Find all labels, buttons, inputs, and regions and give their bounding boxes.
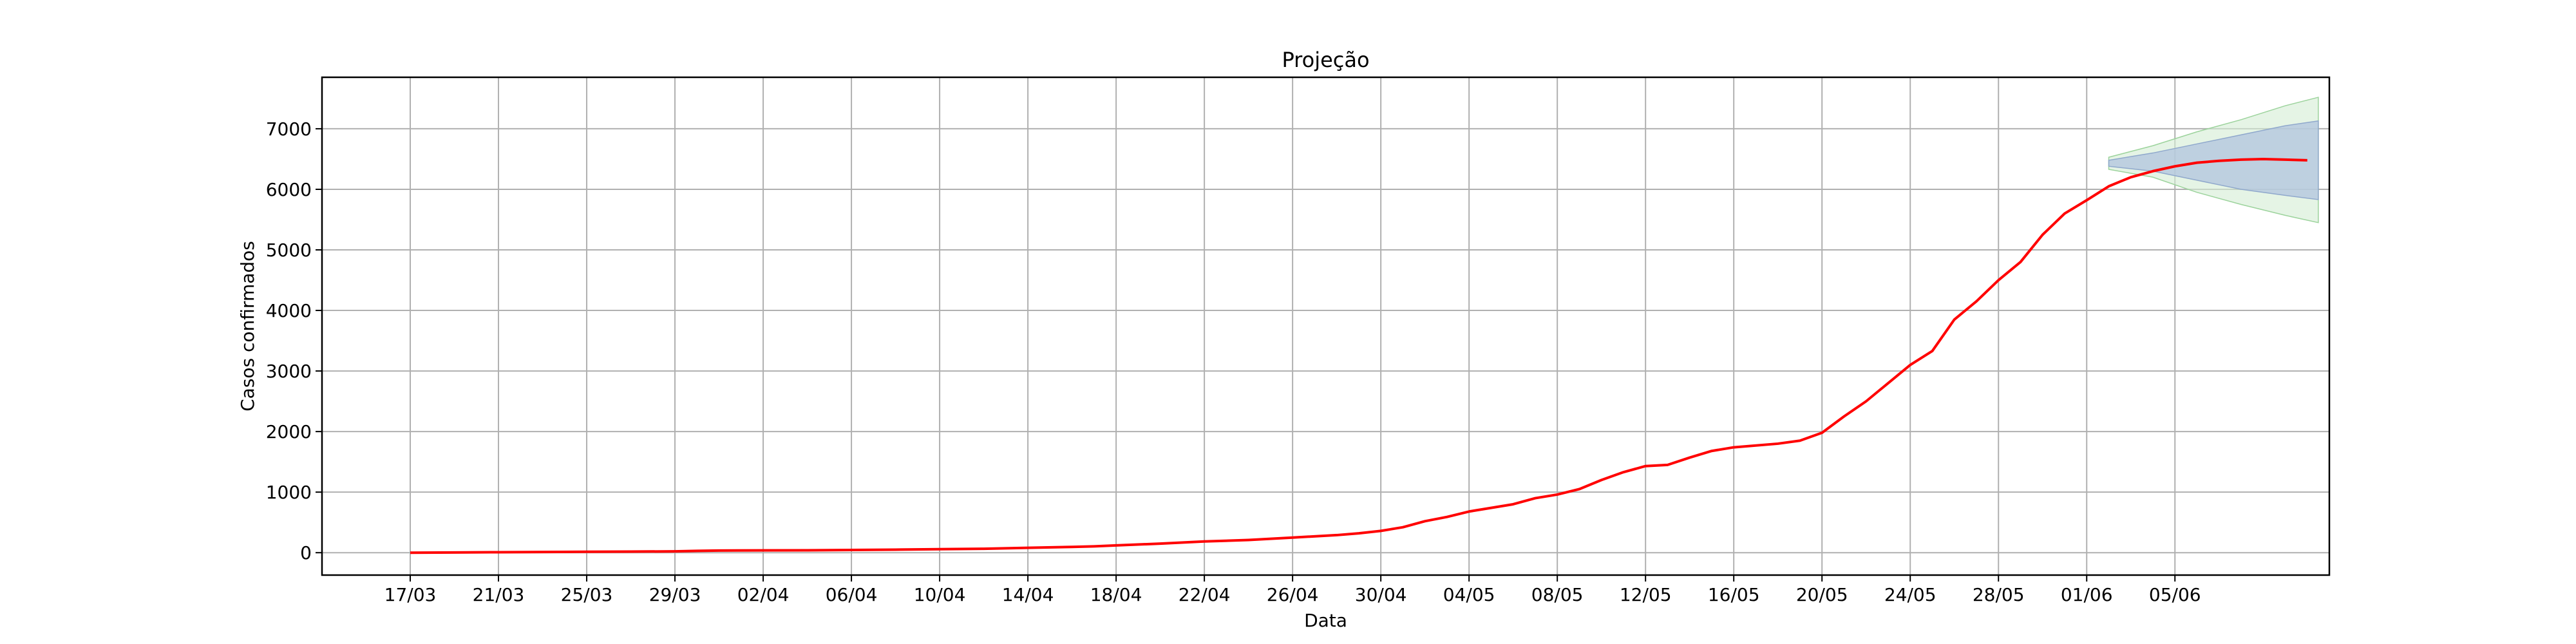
y-tick-label: 1000 [266,482,312,503]
x-tick-label: 10/04 [914,584,966,605]
x-axis-label: Data [1304,610,1347,631]
x-tick-label: 08/05 [1531,584,1584,605]
series-line [410,157,2307,554]
x-tick-label: 28/05 [1973,584,2025,605]
y-tick-label: 3000 [266,361,312,382]
x-tick-label: 20/05 [1796,584,1848,605]
x-tick-label: 16/05 [1708,584,1760,605]
axis-layer: 17/03 21/03 25/03 29/03 02/04 06/04 10/04 14/04… [266,118,2201,605]
y-axis-label: Casos confirmados [237,241,258,412]
x-tick-label: 05/06 [2149,584,2201,605]
y-tick-label: 2000 [266,421,312,442]
x-tick-label: 12/05 [1620,584,1672,605]
x-tick-label: 17/03 [384,584,437,605]
x-tick-label: 21/03 [473,584,525,605]
chart-title: Projeção [1282,48,1369,72]
x-tick-label: 01/06 [2061,584,2113,605]
x-tick-label: 22/04 [1179,584,1231,605]
y-tick-label: 5000 [266,240,312,261]
x-tick-label: 25/03 [561,584,613,605]
y-tick-label: 6000 [266,179,312,200]
y-tick-label: 0 [300,542,312,564]
grid-layer [322,77,2329,575]
x-tick-label: 30/04 [1355,584,1407,605]
y-tick-label: 7000 [266,118,312,140]
y-tick-label: 4000 [266,300,312,321]
x-tick-label: 04/05 [1443,584,1495,605]
x-tick-label: 24/05 [1884,584,1937,605]
x-tick-label: 02/04 [737,584,790,605]
x-tick-label: 18/04 [1090,584,1142,605]
plot-frame [321,76,2331,576]
x-tick-label: 14/04 [1002,584,1054,605]
x-tick-label: 29/03 [649,584,701,605]
x-tick-label: 06/04 [826,584,878,605]
series-layer [410,157,2307,554]
x-tick-label: 26/04 [1267,584,1319,605]
